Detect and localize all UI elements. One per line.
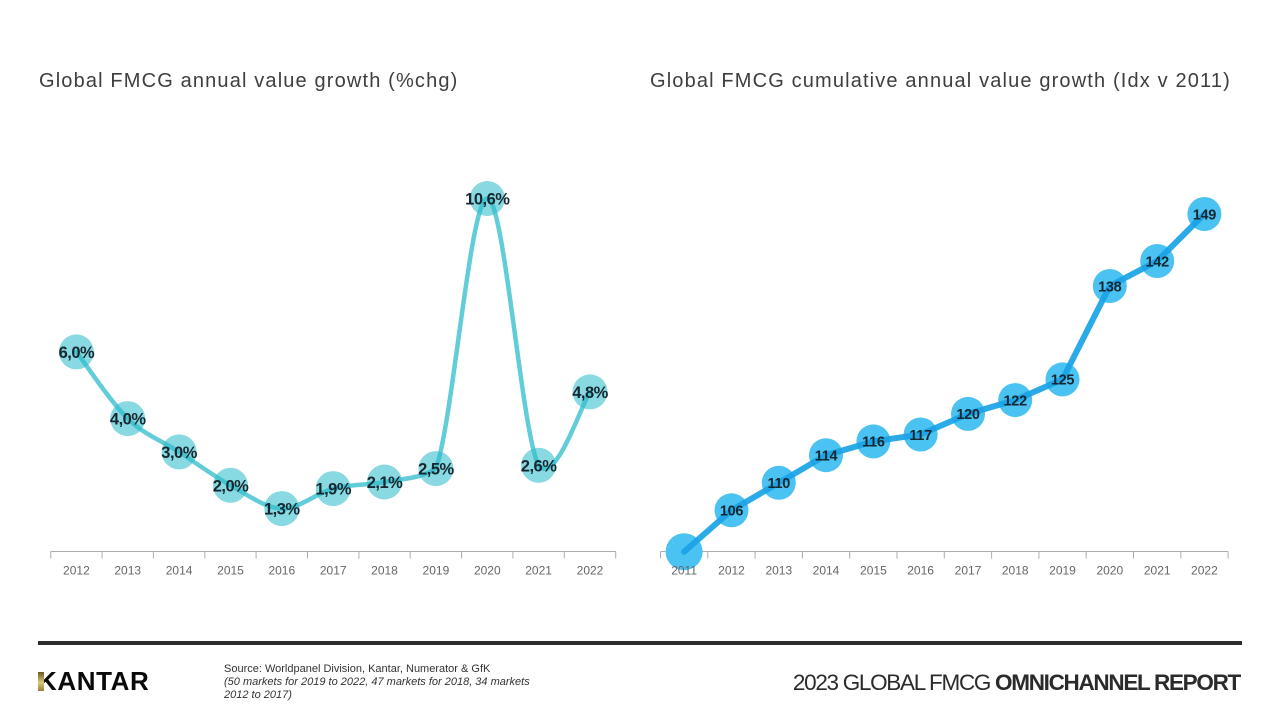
svg-text:1,9%: 1,9% (315, 481, 351, 499)
svg-text:2022: 2022 (577, 564, 604, 578)
svg-text:2,6%: 2,6% (521, 457, 557, 475)
svg-text:2012: 2012 (718, 564, 745, 578)
svg-text:120: 120 (956, 407, 980, 423)
svg-text:2014: 2014 (813, 564, 840, 578)
svg-text:2016: 2016 (268, 564, 295, 578)
svg-text:3,0%: 3,0% (161, 444, 197, 462)
svg-text:2016: 2016 (907, 564, 934, 578)
svg-text:106: 106 (720, 504, 744, 520)
svg-text:4,0%: 4,0% (110, 411, 146, 429)
svg-text:6,0%: 6,0% (59, 344, 95, 362)
svg-text:2018: 2018 (371, 564, 398, 578)
svg-text:116: 116 (862, 435, 885, 451)
svg-text:2013: 2013 (114, 564, 141, 578)
svg-text:138: 138 (1098, 279, 1122, 295)
svg-text:125: 125 (1051, 373, 1075, 389)
svg-text:2021: 2021 (525, 564, 552, 578)
svg-text:2022: 2022 (1191, 564, 1218, 578)
svg-text:2014: 2014 (166, 564, 193, 578)
svg-text:2017: 2017 (955, 564, 982, 578)
svg-text:2,5%: 2,5% (418, 461, 454, 479)
svg-text:2,0%: 2,0% (213, 477, 249, 495)
svg-text:2011: 2011 (671, 564, 697, 578)
svg-text:2018: 2018 (1002, 564, 1029, 578)
svg-text:142: 142 (1146, 254, 1170, 270)
svg-text:2020: 2020 (1096, 564, 1123, 578)
svg-text:2013: 2013 (765, 564, 792, 578)
svg-text:2015: 2015 (217, 564, 244, 578)
svg-text:2020: 2020 (474, 564, 501, 578)
svg-text:2012: 2012 (63, 564, 90, 578)
svg-text:114: 114 (815, 449, 838, 465)
svg-text:2,1%: 2,1% (367, 474, 403, 492)
svg-text:10,6%: 10,6% (465, 191, 510, 209)
svg-text:2019: 2019 (1049, 564, 1076, 578)
svg-text:2019: 2019 (423, 564, 450, 578)
svg-text:1,3%: 1,3% (264, 501, 300, 519)
svg-text:4,8%: 4,8% (572, 384, 608, 402)
svg-text:2015: 2015 (860, 564, 887, 578)
svg-text:2017: 2017 (320, 564, 347, 578)
svg-text:110: 110 (768, 476, 791, 492)
svg-text:117: 117 (909, 428, 932, 444)
svg-text:2021: 2021 (1144, 564, 1171, 578)
svg-text:149: 149 (1193, 207, 1217, 223)
svg-text:122: 122 (1004, 393, 1028, 409)
